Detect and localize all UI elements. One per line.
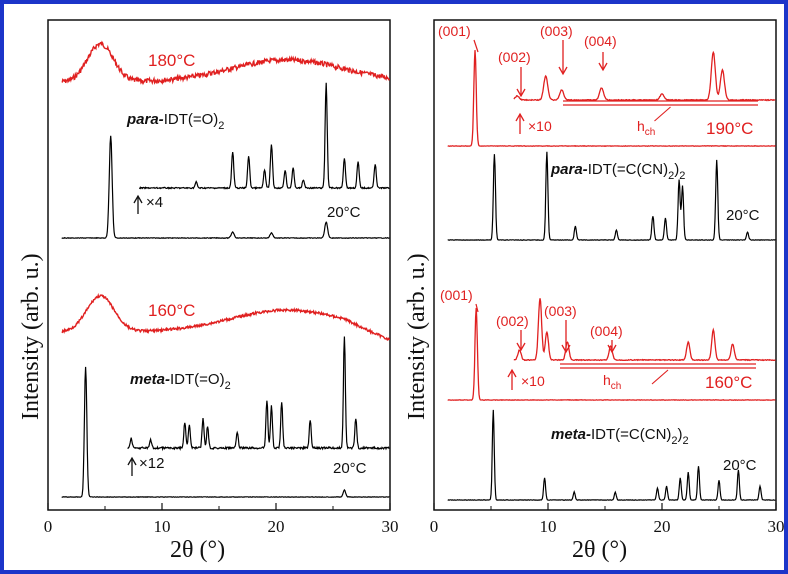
annot-top-004: (004) — [584, 33, 617, 49]
series-meta-160C-right — [447, 307, 776, 402]
x-tick-label: 30 — [382, 517, 399, 536]
annot-top-003: (003) — [540, 23, 573, 39]
left-y-axis-label: Intensity (arb. u.) — [18, 253, 44, 420]
label-x12: ×12 — [139, 455, 164, 472]
hch-line-bottom-pointer — [651, 369, 669, 385]
arrow-004-top-head — [598, 62, 608, 72]
right-x-ticks: 0 10 20 30 — [430, 503, 785, 536]
annot-bottom-001: (001) — [440, 287, 473, 303]
right-x-axis-label: 2θ (°) — [572, 537, 627, 563]
label-190C: 190°C — [706, 119, 753, 138]
magnify-arrow-x10-bottom-head — [507, 368, 517, 378]
label-meta-idt-o2: meta-IDT(=O)2 — [130, 371, 231, 392]
series-meta-20C-x12 — [127, 336, 390, 452]
arrow-001-bottom — [475, 303, 479, 313]
x-tick-label: 0 — [430, 517, 439, 536]
left-x-ticks: 0 10 20 30 — [44, 503, 399, 536]
x-tick-label: 10 — [540, 517, 557, 536]
label-x10-top: ×10 — [528, 118, 552, 134]
annot-bottom-002: (002) — [496, 313, 529, 329]
series-para-190C-x10 — [513, 50, 776, 102]
label-x4: ×4 — [146, 194, 163, 211]
label-meta-20C: 20°C — [333, 460, 367, 477]
series-meta-160C — [61, 292, 391, 341]
arrow-001-top — [473, 39, 479, 53]
label-x10-bottom: ×10 — [521, 373, 545, 389]
x-tick-label: 10 — [154, 517, 171, 536]
magnify-arrow-x10-top-head — [515, 112, 525, 122]
x-tick-label: 30 — [768, 517, 785, 536]
right-panel: 0 10 20 30 2θ (°) Intensity (arb. u.) (001)… — [404, 19, 785, 563]
arrow-003-bottom-head — [561, 344, 571, 354]
magnify-arrow-x12-head — [127, 456, 137, 466]
label-para-idt-o2: para-IDT(=O)2 — [126, 111, 224, 132]
hch-line-top-pointer — [654, 106, 671, 122]
right-curves — [447, 39, 776, 501]
series-para-20C-x4 — [139, 82, 390, 190]
label-180C: 180°C — [148, 51, 195, 70]
annot-bottom-004: (004) — [590, 323, 623, 339]
label-160C: 160°C — [148, 301, 195, 320]
annot-top-001: (001) — [438, 23, 471, 39]
series-meta-20C — [61, 366, 390, 498]
label-para-20C-right: 20°C — [726, 207, 760, 224]
series-para-190C — [447, 50, 776, 148]
right-y-axis-label: Intensity (arb. u.) — [404, 253, 430, 420]
series-para-180C — [61, 40, 391, 86]
series-para-20C-right — [447, 151, 776, 241]
label-hch-bottom: hch — [603, 372, 621, 392]
label-para-idt-ccn: para-IDT(=C(CN)2)2 — [550, 161, 685, 182]
x-tick-label: 20 — [654, 517, 671, 536]
arrow-002-top-head — [516, 88, 526, 98]
x-tick-label: 0 — [44, 517, 53, 536]
annot-bottom-003: (003) — [544, 303, 577, 319]
left-x-axis-label: 2θ (°) — [170, 537, 225, 563]
x-tick-label: 20 — [268, 517, 285, 536]
label-hch-top: hch — [637, 118, 655, 138]
series-meta-20C-right — [447, 409, 776, 501]
arrow-004-bottom-head — [607, 344, 617, 354]
label-para-20C: 20°C — [327, 204, 361, 221]
magnify-arrow-x4-head — [133, 194, 143, 204]
left-plot-frame — [47, 19, 391, 511]
series-meta-160C-x10 — [513, 298, 776, 362]
arrow-002-bottom-head — [516, 342, 526, 352]
arrow-003-top-head — [558, 66, 568, 76]
left-curves — [61, 40, 391, 498]
series-para-20C — [61, 135, 390, 240]
label-160C-right: 160°C — [705, 373, 752, 392]
left-panel: 0 10 20 30 2θ (°) Intensity (arb. u.) 180°C… — [18, 19, 399, 563]
label-meta-idt-ccn: meta-IDT(=C(CN)2)2 — [551, 426, 689, 447]
label-meta-20C-right: 20°C — [723, 457, 757, 474]
annot-top-002: (002) — [498, 49, 531, 65]
